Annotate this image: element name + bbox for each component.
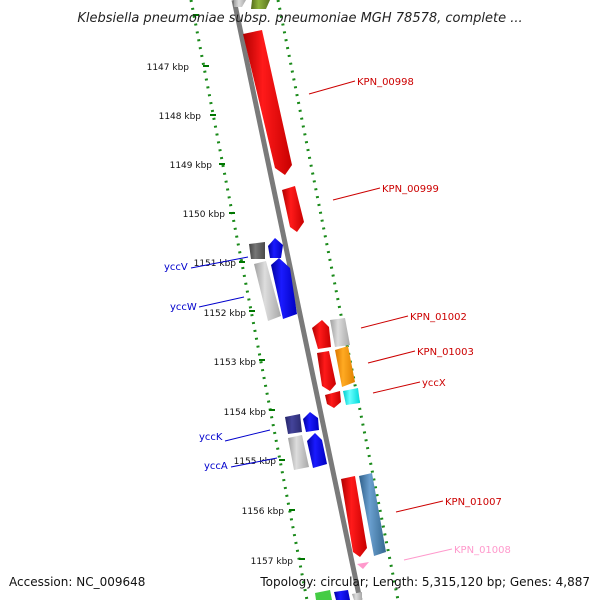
gene-kpn-01002-grey[interactable] — [330, 318, 350, 347]
tick-label: 1157 kbp — [251, 557, 294, 567]
gene-kpn-01003-red[interactable] — [317, 351, 336, 391]
gene-kpn-00999[interactable] — [282, 186, 304, 232]
gene-label-kpn-01002[interactable]: KPN_01002 — [410, 312, 467, 323]
gene-ycca-grey[interactable] — [288, 435, 309, 470]
accession-text: Accession: NC_009648 — [9, 575, 145, 589]
scale-minor-ticks — [193, 14, 305, 560]
gene-yccx[interactable] — [343, 388, 360, 405]
gene-ycck[interactable] — [303, 412, 319, 432]
gene-kpn-01003[interactable] — [335, 346, 355, 387]
gene-label-yccw[interactable]: yccW — [170, 302, 197, 313]
gene-label-kpn-00999[interactable]: KPN_00999 — [382, 184, 439, 195]
gene-label-yccv[interactable]: yccV — [164, 262, 188, 273]
gene-kpn-01007[interactable] — [359, 473, 386, 556]
gene-yccw-grey[interactable] — [254, 261, 281, 321]
backbone — [231, 0, 363, 600]
gene-label-kpn-01008[interactable]: KPN_01008 — [454, 545, 511, 556]
gene-feature-blue[interactable] — [334, 590, 350, 600]
scale-dots-inner — [189, 0, 309, 600]
tick-label: 1154 kbp — [224, 408, 267, 418]
tick-label: 1149 kbp — [170, 161, 213, 171]
label-connectors — [190, 80, 453, 561]
gene-feature-grey[interactable] — [234, 0, 246, 7]
gene-label-ycck[interactable]: yccK — [199, 432, 223, 443]
gene-kpn-01002[interactable] — [312, 320, 331, 349]
map-title: Klebsiella pneumoniae subsp. pneumoniae … — [77, 11, 522, 26]
gene-label-kpn-01003[interactable]: KPN_01003 — [417, 347, 474, 358]
gene-label-ycca[interactable]: yccA — [204, 461, 228, 472]
gene-label-kpn-01007[interactable]: KPN_01007 — [445, 497, 502, 508]
tick-label: 1150 kbp — [183, 210, 226, 220]
scale-dots-outer — [276, 0, 400, 600]
tick-label: 1148 kbp — [159, 112, 202, 122]
gene-kpn-00998[interactable] — [243, 30, 292, 175]
tick-label: 1153 kbp — [214, 358, 257, 368]
gene-features — [234, 0, 386, 600]
gene-ycck-navy[interactable] — [285, 414, 302, 434]
gene-label-kpn-00998[interactable]: KPN_00998 — [357, 77, 414, 88]
gene-feature-green[interactable] — [315, 590, 332, 600]
gene-yccx-red[interactable] — [325, 391, 341, 408]
gene-kpn-01007-red[interactable] — [341, 476, 367, 557]
tick-label: 1147 kbp — [147, 63, 190, 73]
tick-label: 1156 kbp — [242, 507, 285, 517]
gene-ycca[interactable] — [307, 433, 327, 468]
gene-yccw[interactable] — [271, 258, 297, 319]
backbone-line — [231, 0, 363, 600]
gene-feature-grey[interactable] — [352, 592, 362, 600]
gene-label-yccx[interactable]: yccX — [422, 378, 446, 389]
tick-label: 1151 kbp — [194, 259, 237, 269]
tick-label: 1152 kbp — [204, 309, 247, 319]
gene-yccv[interactable] — [268, 238, 283, 258]
scale-track — [189, 0, 400, 600]
gene-yccv-dark[interactable] — [249, 242, 265, 259]
genome-summary-text: Topology: circular; Length: 5,315,120 bp… — [259, 575, 590, 589]
gene-labels: KPN_00998 KPN_00999 yccV yccW KPN_01002 … — [164, 77, 511, 556]
gene-kpn-01008[interactable] — [357, 562, 369, 569]
gene-feature-olive[interactable] — [251, 0, 270, 9]
